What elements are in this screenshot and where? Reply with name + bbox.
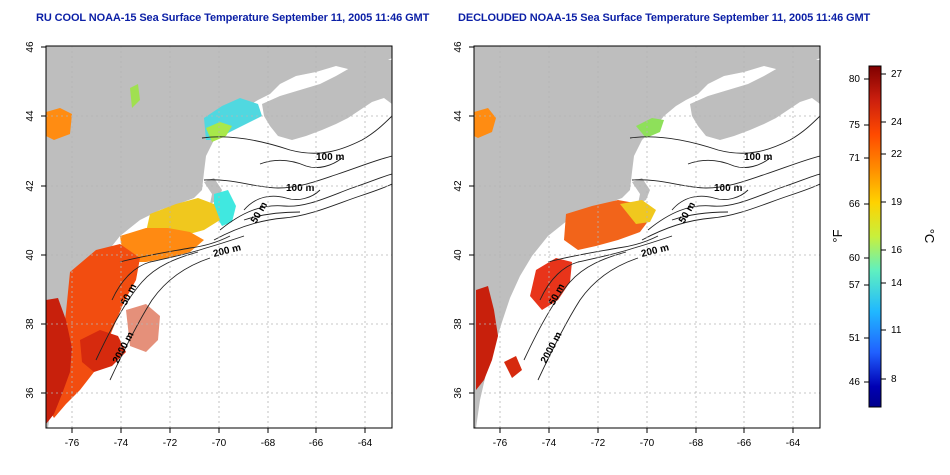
x-tick-label: -74	[114, 438, 129, 449]
x-tick-label: -70	[212, 438, 227, 449]
axis-ticks	[41, 46, 366, 433]
x-tick-label: -76	[65, 438, 80, 449]
x-tick-label: -66	[309, 438, 324, 449]
y-tick-label: 46	[25, 41, 36, 53]
right-map-title: DECLOUDED NOAA-15 Sea Surface Temperatur…	[458, 12, 871, 24]
y-tick-label: 40	[25, 249, 36, 261]
sst-patch-delmarva-red	[80, 330, 126, 372]
sst-patch-small-green	[130, 84, 140, 108]
x-tick-label: -72	[163, 438, 178, 449]
y-tick-label: 38	[25, 318, 36, 330]
y-tick-label: 42	[25, 180, 36, 192]
x-tick-label: -68	[261, 438, 276, 449]
sst-patch-scatter	[126, 304, 160, 352]
contour-label: 100 m	[286, 183, 314, 194]
contour-label: 100 m	[316, 152, 344, 163]
x-tick-label: -64	[358, 438, 373, 449]
sst-patch-mid-atlantic	[48, 244, 140, 418]
y-tick-label: 36	[25, 387, 36, 399]
left-map-title: RU COOL NOAA-15 Sea Surface Temperature …	[36, 12, 430, 24]
y-tick-label: 44	[25, 110, 36, 122]
x-axis-labels: -76 -74 -72 -70 -68 -66 -64	[65, 438, 373, 449]
land-mass	[46, 46, 392, 428]
grid-lines	[46, 46, 392, 428]
sst-patch-chesapeake	[46, 298, 72, 424]
y-axis-labels: 46 44 42 40 38 36	[25, 41, 36, 399]
nova-scotia	[262, 60, 392, 140]
sst-patch-georges-cyan	[214, 190, 236, 226]
depth-contours	[95, 115, 392, 381]
sst-patch-shelf-orange	[120, 228, 204, 262]
